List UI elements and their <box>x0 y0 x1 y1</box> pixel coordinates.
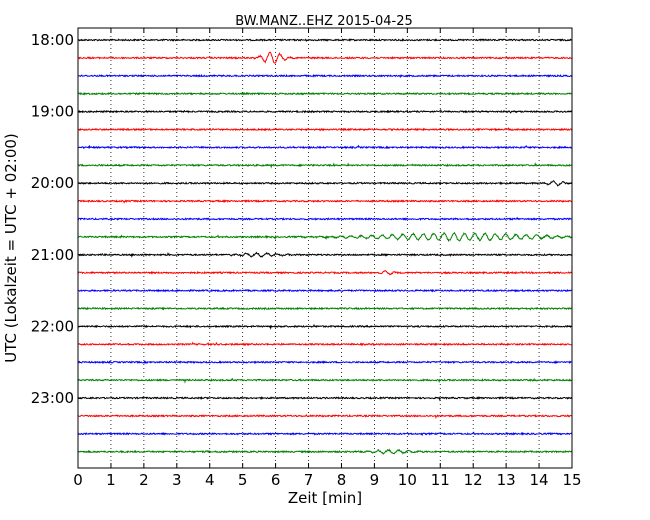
x-tick-label: 8 <box>337 471 347 489</box>
x-axis-label: Zeit [min] <box>288 489 362 507</box>
trace-line <box>78 271 572 275</box>
x-tick-label: 15 <box>562 471 581 489</box>
x-tick-label: 11 <box>431 471 450 489</box>
trace-line <box>78 379 572 382</box>
x-tick-label: 14 <box>530 471 549 489</box>
x-tick-label: 6 <box>271 471 281 489</box>
x-tick-label: 12 <box>464 471 483 489</box>
y-tick-label: 21:00 <box>31 246 74 264</box>
x-tick-label: 4 <box>205 471 215 489</box>
x-axis-ticks: 0 1 2 3 4 5 6 7 8 9 10 11 12 13 14 15 <box>73 28 581 489</box>
x-tick-label: 1 <box>106 471 116 489</box>
trace-line <box>78 128 572 130</box>
trace-line <box>78 432 572 434</box>
trace-line <box>78 450 572 454</box>
x-tick-label: 0 <box>73 471 83 489</box>
chart-title: BW.MANZ..EHZ 2015-04-25 <box>235 14 413 29</box>
trace-line <box>78 308 572 310</box>
trace-line <box>78 52 572 63</box>
trace-line <box>78 362 572 363</box>
x-tick-label: 10 <box>398 471 417 489</box>
trace-line <box>78 218 572 220</box>
trace-line <box>78 110 572 113</box>
x-tick-label: 2 <box>139 471 149 489</box>
y-tick-label: 18:00 <box>31 31 74 49</box>
y-tick-label: 19:00 <box>31 103 74 121</box>
trace-line <box>78 200 572 202</box>
trace-line <box>78 253 572 257</box>
y-tick-label: 20:00 <box>31 174 74 192</box>
trace-line <box>78 93 572 95</box>
trace-line <box>78 39 572 41</box>
trace-line <box>78 164 572 167</box>
x-tick-label: 5 <box>238 471 248 489</box>
trace-line <box>78 325 572 328</box>
trace-line <box>78 415 572 418</box>
x-tick-label: 9 <box>370 471 380 489</box>
x-tick-label: 3 <box>172 471 182 489</box>
trace-line <box>78 233 572 241</box>
y-axis-label: UTC (Lokalzeit = UTC + 02:00) <box>2 133 20 363</box>
trace-group <box>78 39 572 454</box>
trace-line <box>78 290 572 292</box>
x-tick-label: 13 <box>497 471 516 489</box>
y-tick-label: 23:00 <box>31 389 74 407</box>
trace-line <box>78 397 572 399</box>
y-tick-label: 22:00 <box>31 317 74 335</box>
x-tick-label: 7 <box>304 471 314 489</box>
trace-line <box>78 146 572 148</box>
trace-line <box>78 181 572 186</box>
trace-line <box>78 75 572 77</box>
trace-line <box>78 343 572 345</box>
